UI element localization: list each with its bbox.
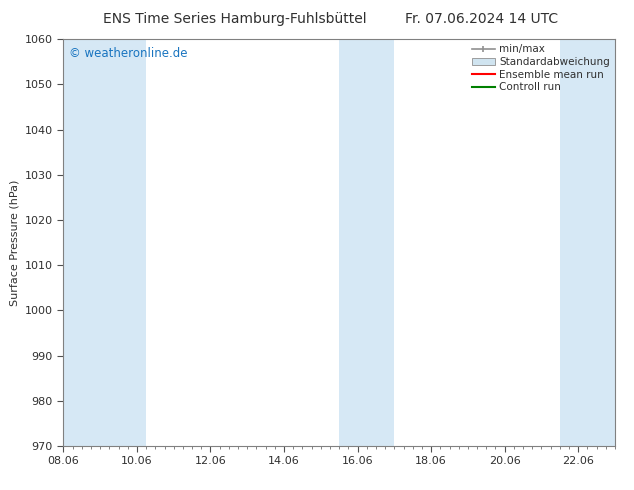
Bar [560,39,633,446]
Legend: min/max, Standardabweichung, Ensemble mean run, Controll run: min/max, Standardabweichung, Ensemble me… [470,42,612,94]
Text: ENS Time Series Hamburg-Fuhlsbüttel: ENS Time Series Hamburg-Fuhlsbüttel [103,12,366,26]
Text: © weatheronline.de: © weatheronline.de [69,48,188,60]
Bar [91,39,146,446]
Bar [339,39,394,446]
Text: Fr. 07.06.2024 14 UTC: Fr. 07.06.2024 14 UTC [405,12,559,26]
Bar [63,39,91,446]
Y-axis label: Surface Pressure (hPa): Surface Pressure (hPa) [10,179,19,306]
